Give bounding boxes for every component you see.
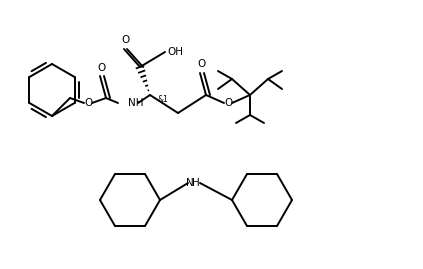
- Text: O: O: [197, 59, 205, 69]
- Text: O: O: [84, 98, 92, 108]
- Text: N: N: [186, 178, 194, 188]
- Text: O: O: [97, 63, 105, 73]
- Text: O: O: [224, 98, 232, 108]
- Text: NH: NH: [128, 98, 143, 108]
- Text: H: H: [192, 178, 200, 188]
- Text: OH: OH: [167, 47, 183, 57]
- Text: &1: &1: [157, 95, 168, 104]
- Text: O: O: [121, 35, 129, 45]
